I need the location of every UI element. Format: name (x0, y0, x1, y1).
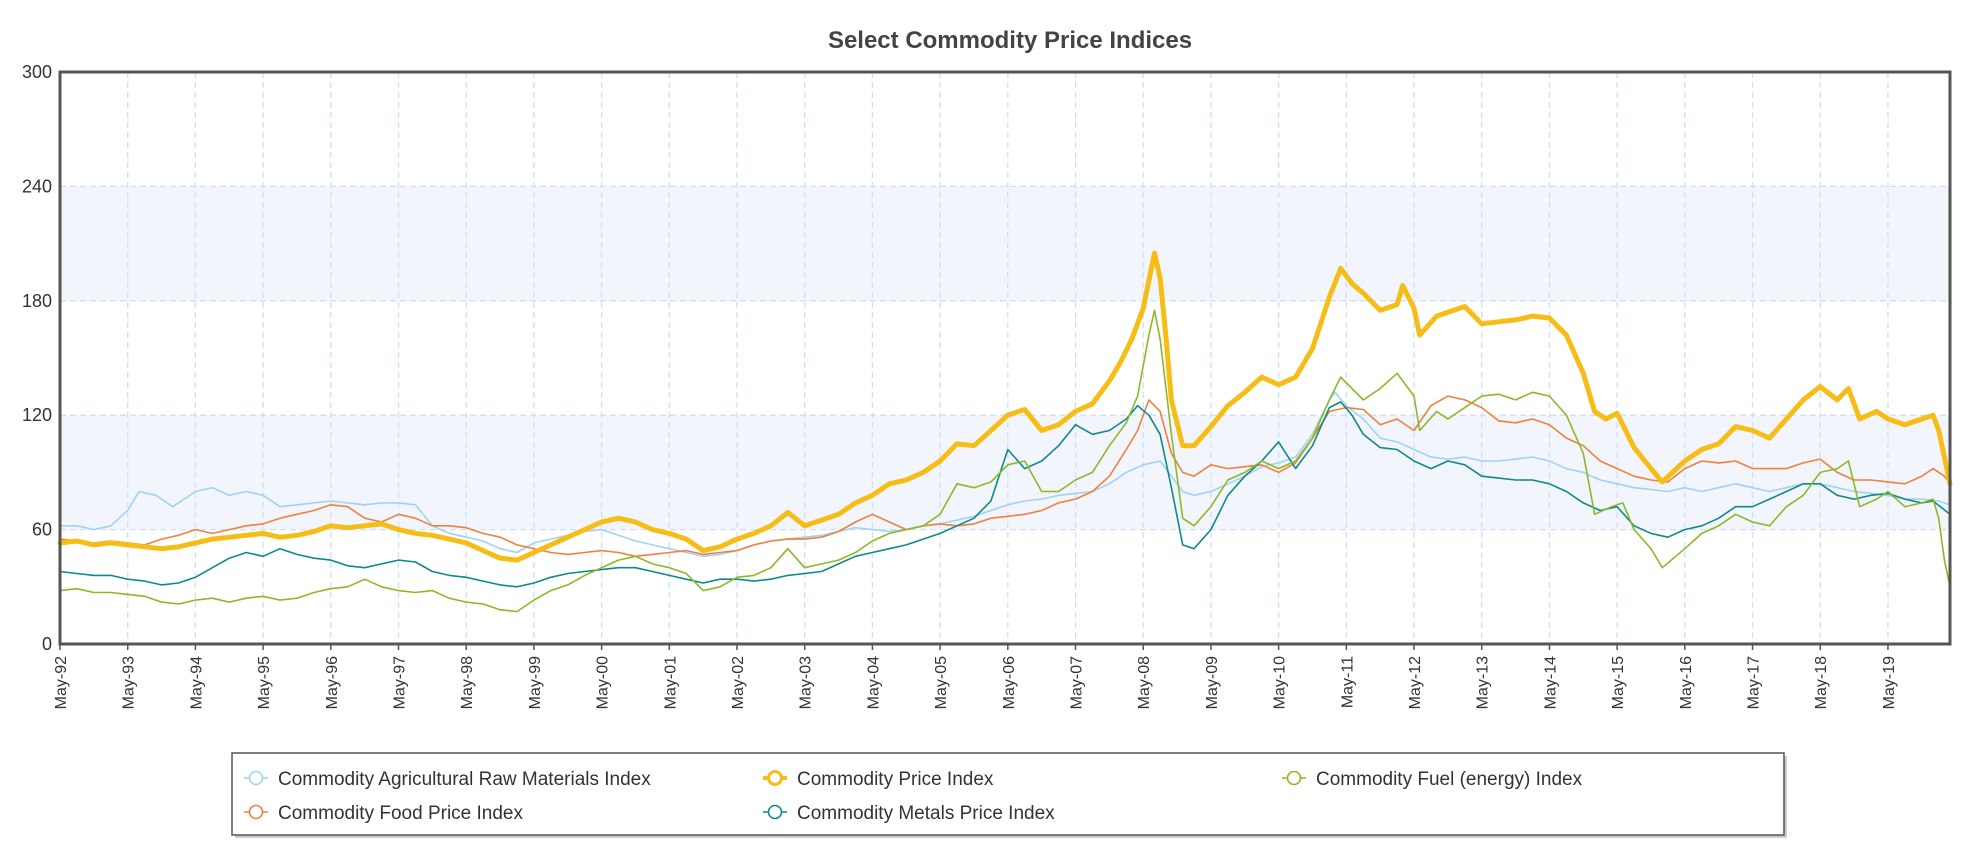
legend-item-commodity-price-index[interactable]: Commodity Price Index (763, 769, 994, 790)
x-tick-label: May-98 (459, 656, 476, 709)
x-tick-label: May-15 (1610, 656, 1627, 709)
x-tick-label: May-06 (1001, 656, 1018, 709)
x-tick-label: May-17 (1746, 656, 1763, 709)
legend-item-commodity-agricultural-raw-materials-index[interactable]: Commodity Agricultural Raw Materials Ind… (244, 769, 651, 790)
x-tick-label: May-04 (865, 656, 882, 709)
series-line-commodity-agricultural-raw-materials-index (59, 391, 1951, 558)
y-tick-label: 0 (42, 634, 52, 654)
legend-marker-icon (1286, 770, 1302, 786)
plot-band (60, 415, 1950, 530)
x-tick-label: May-02 (730, 656, 747, 709)
legend-label: Commodity Agricultural Raw Materials Ind… (278, 769, 651, 790)
legend-marker-icon (767, 804, 783, 820)
legend-item-commodity-fuel-energy-index[interactable]: Commodity Fuel (energy) Index (1282, 769, 1583, 790)
chart-title: Select Commodity Price Indices (828, 27, 1192, 54)
y-tick-label: 120 (22, 405, 52, 425)
legend-label: Commodity Fuel (energy) Index (1316, 769, 1583, 790)
x-tick-label: May-16 (1678, 656, 1695, 709)
series-line-commodity-price-index (57, 250, 1953, 563)
legend-marker-icon (248, 770, 264, 786)
x-tick-label: May-97 (392, 656, 409, 709)
x-tick-label: May-08 (1136, 656, 1153, 709)
legend-label: Commodity Food Price Index (278, 803, 523, 824)
x-tick-label: May-96 (324, 656, 341, 709)
y-tick-label: 180 (22, 291, 52, 311)
series-line-commodity-food-price-index (59, 395, 1951, 558)
legend-marker-icon (248, 804, 264, 820)
x-tick-label: May-00 (595, 656, 612, 709)
x-tick-label: May-14 (1542, 656, 1559, 709)
x-tick-label: May-94 (188, 656, 205, 709)
x-tick-label: May-19 (1881, 656, 1898, 709)
x-tick-label: May-12 (1407, 656, 1424, 709)
x-tick-label: May-13 (1475, 656, 1492, 709)
y-tick-label: 60 (32, 520, 52, 540)
plot-frame (58, 70, 1952, 646)
plot-band (60, 186, 1950, 301)
series-line-commodity-fuel-energy-index (59, 309, 1951, 613)
x-tick-label: May-99 (527, 656, 544, 709)
legend-marker-icon (767, 770, 783, 786)
x-tick-label: May-05 (933, 656, 950, 709)
x-tick-label: May-93 (121, 656, 138, 709)
x-tick-label: May-95 (256, 656, 273, 709)
x-tick-label: May-92 (53, 656, 70, 709)
x-tick-label: May-01 (662, 656, 679, 709)
x-tick-label: May-18 (1813, 656, 1830, 709)
x-tick-label: May-03 (798, 656, 815, 709)
y-tick-label: 240 (22, 176, 52, 196)
x-tick-label: May-10 (1272, 656, 1289, 709)
legend (231, 752, 1785, 836)
x-tick-label: May-11 (1339, 656, 1356, 708)
legend-label: Commodity Price Index (797, 769, 994, 790)
x-tick-label: May-09 (1204, 656, 1221, 709)
legend-label: Commodity Metals Price Index (797, 803, 1055, 824)
x-tick-label: May-07 (1069, 656, 1086, 709)
legend-item-commodity-food-price-index[interactable]: Commodity Food Price Index (244, 803, 523, 824)
legend-item-commodity-metals-price-index[interactable]: Commodity Metals Price Index (763, 803, 1055, 824)
y-tick-label: 300 (22, 62, 52, 82)
